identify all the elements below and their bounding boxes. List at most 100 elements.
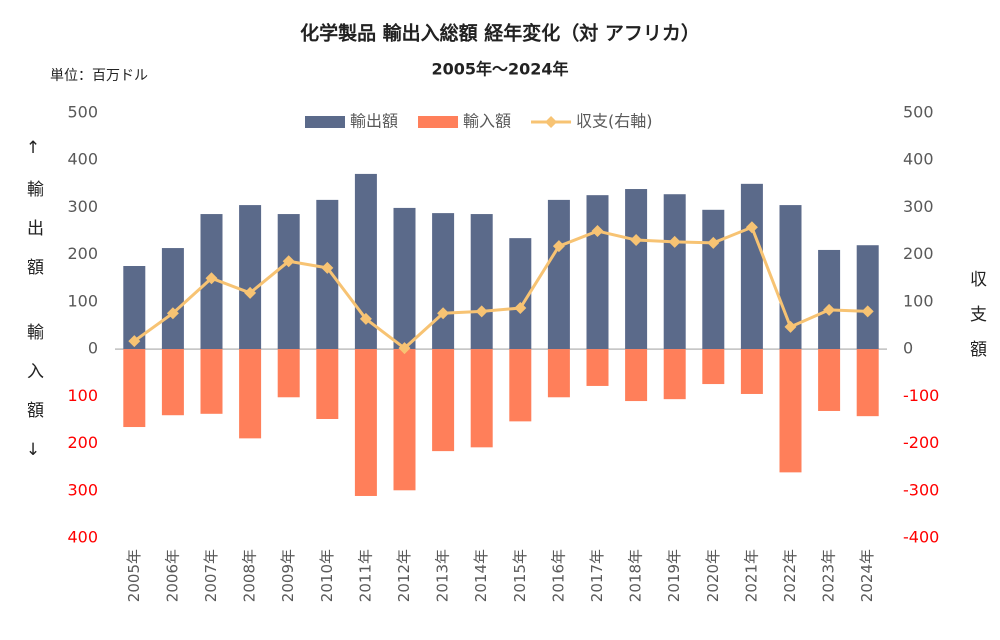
- x-tick-label: 2019年: [665, 549, 683, 602]
- bar: [470, 214, 493, 350]
- y2-tick-label: -300: [903, 480, 939, 499]
- bar: [393, 207, 416, 350]
- bar: [509, 349, 532, 422]
- bar: [547, 349, 570, 398]
- y-tick-label: 100: [67, 386, 98, 405]
- y2-tick-label: -200: [903, 433, 939, 452]
- y-tick-label: 400: [67, 528, 98, 547]
- bar: [586, 349, 609, 386]
- x-tick-label: 2024年: [858, 549, 876, 602]
- bar: [740, 349, 763, 394]
- bar: [200, 349, 223, 414]
- line-marker: [398, 342, 411, 355]
- bar: [702, 349, 725, 385]
- legend-swatch: [305, 116, 345, 128]
- bar: [316, 349, 339, 419]
- x-tick-label: 2016年: [549, 549, 567, 602]
- y2-tick-label: 300: [903, 197, 934, 216]
- line-marker: [475, 305, 488, 318]
- y2-tick-label: 400: [903, 150, 934, 169]
- line-marker: [745, 221, 758, 234]
- bar: [161, 248, 184, 350]
- bar: [818, 249, 841, 350]
- line: [133, 225, 868, 351]
- y-tick-label: 400: [67, 150, 98, 169]
- x-tick-label: 2006年: [163, 549, 181, 602]
- bar: [818, 349, 841, 411]
- line-marker: [166, 307, 179, 320]
- x-tick-label: 2015年: [511, 549, 529, 602]
- x-tick-label: 2021年: [742, 549, 760, 602]
- bar: [432, 213, 455, 350]
- line-marker: [321, 261, 334, 274]
- line-marker: [591, 225, 604, 238]
- x-tick-label: 2018年: [627, 549, 645, 602]
- line-marker: [514, 302, 527, 315]
- chart-title: 化学製品 輸出入総額 経年変化（対 アフリカ）: [300, 22, 700, 45]
- y2-tick-label: 100: [903, 291, 934, 310]
- y-tick-label: 300: [67, 480, 98, 499]
- legend-label: 収支(右軸): [576, 112, 653, 131]
- y2-tick-label: 0: [903, 339, 913, 358]
- line-marker: [823, 303, 836, 316]
- bar: [547, 199, 570, 350]
- line-marker: [630, 234, 643, 247]
- bar: [354, 173, 377, 350]
- bar: [470, 349, 493, 448]
- x-tick-label: 2013年: [434, 549, 452, 602]
- unit-label: 単位：百万ドル: [50, 68, 148, 84]
- y2-tick-label: 500: [903, 103, 934, 122]
- bar: [625, 349, 648, 402]
- bar: [856, 245, 879, 350]
- bar: [354, 349, 377, 496]
- x-tick-label: 2011年: [356, 549, 374, 602]
- x-tick-label: 2022年: [781, 549, 799, 602]
- bar: [393, 349, 416, 491]
- x-tick-label: 2005年: [125, 549, 143, 602]
- bar: [161, 349, 184, 416]
- line-marker: [784, 320, 797, 333]
- line-marker: [668, 235, 681, 248]
- legend-swatch: [545, 116, 558, 128]
- x-tick-label: 2017年: [588, 549, 606, 602]
- bar: [123, 349, 146, 428]
- legend-label: 輸入額: [463, 112, 511, 131]
- y-tick-label: 0: [88, 339, 98, 358]
- legend-swatch: [418, 116, 459, 128]
- bar: [663, 194, 686, 350]
- y-axis-label: 輸入額↓: [23, 323, 43, 482]
- y2-tick-label: -100: [903, 386, 939, 405]
- y2-tick-label: 200: [903, 244, 934, 263]
- line-marker: [707, 236, 720, 249]
- bar: [663, 349, 686, 400]
- bar: [277, 349, 300, 398]
- bar: [779, 349, 802, 473]
- bar: [509, 238, 532, 350]
- x-tick-label: 2014年: [472, 549, 490, 602]
- line-marker: [128, 335, 141, 348]
- line-marker: [205, 272, 218, 285]
- line-marker: [359, 312, 372, 325]
- line-marker: [244, 286, 257, 299]
- y-tick-label: 100: [67, 291, 98, 310]
- y-tick-label: 200: [67, 433, 98, 452]
- chart-subtitle: 2005年～2024年: [431, 60, 568, 79]
- y-tick-label: 200: [67, 244, 98, 263]
- x-tick-label: 2020年: [704, 549, 722, 602]
- line-marker: [282, 255, 295, 268]
- bar: [702, 209, 725, 350]
- bar: [239, 205, 262, 350]
- x-tick-label: 2008年: [241, 549, 259, 602]
- x-tick-label: 2023年: [820, 549, 838, 602]
- line-marker: [861, 305, 874, 318]
- bar: [586, 195, 609, 350]
- bar: [625, 189, 648, 350]
- legend-label: 輸出額: [350, 112, 398, 131]
- x-tick-label: 2007年: [202, 549, 220, 602]
- y-tick-label: 300: [67, 197, 98, 216]
- y2-axis-label: 収支額: [966, 270, 986, 375]
- x-tick-label: 2010年: [318, 549, 336, 602]
- line-marker: [437, 307, 450, 320]
